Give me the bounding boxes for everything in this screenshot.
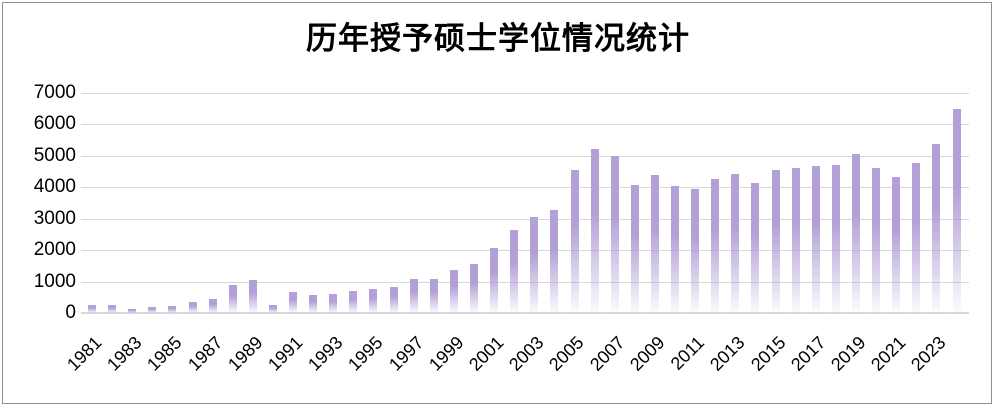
bar-1987	[208, 299, 217, 313]
bar-2015	[771, 169, 780, 313]
bar-1997	[409, 279, 418, 313]
bar-2003	[530, 217, 539, 313]
gridline-4000	[81, 187, 969, 189]
x-axis-tick-label-2003: 2003	[505, 332, 548, 375]
x-axis-tick-label-1995: 1995	[344, 332, 387, 375]
x-axis-tick-label-2015: 2015	[746, 332, 790, 375]
x-axis-tick-label-1999: 1999	[424, 332, 468, 375]
x-axis-tick-label-1993: 1993	[304, 332, 347, 375]
x-axis-tick-label-1981: 1981	[62, 332, 106, 375]
bar-1985	[168, 306, 177, 313]
bar-1986	[188, 302, 197, 313]
bar-1981	[88, 304, 96, 313]
y-axis-tick-label: 7000	[33, 82, 76, 103]
x-axis-tick-label-2009: 2009	[625, 332, 669, 375]
gridline-7000	[81, 93, 969, 94]
bar-2012	[711, 178, 720, 313]
bar-2023	[932, 143, 941, 313]
bar-2007	[610, 155, 619, 313]
x-axis-tick-label-1989: 1989	[223, 332, 267, 375]
x-axis-tick-label-1991: 1991	[264, 332, 307, 375]
x-axis-tick-label-2023: 2023	[907, 332, 950, 375]
y-axis-tick-label: 4000	[33, 176, 76, 198]
bar-2000	[469, 263, 478, 313]
x-axis-tick-label-1985: 1985	[143, 332, 186, 375]
y-axis-tick-label: 3000	[33, 207, 76, 229]
bar-1984	[148, 307, 157, 313]
gridline-6000	[81, 124, 969, 126]
bar-2022	[912, 163, 921, 313]
bar-1990	[268, 305, 277, 313]
bar-1998	[429, 279, 438, 313]
bar-1993	[329, 293, 338, 313]
bar-2004	[550, 210, 559, 313]
x-axis-tick-label-2013: 2013	[706, 332, 749, 375]
bar-1983	[128, 308, 137, 313]
gridline-3000	[81, 218, 969, 220]
bar-2017	[811, 165, 820, 313]
bar-2010	[671, 186, 680, 313]
y-axis-tick-label: 6000	[33, 113, 76, 135]
chart-title: 历年授予硕士学位情况统计	[306, 21, 690, 56]
bar-2018	[831, 164, 840, 313]
bar-1991	[289, 292, 298, 313]
bar-2009	[650, 174, 659, 313]
y-axis-tick-label: 1000	[33, 270, 76, 292]
x-axis-tick-label-2007: 2007	[585, 332, 629, 375]
bar-2024	[952, 108, 961, 313]
x-axis-tick-label-2011: 2011	[667, 332, 709, 374]
x-axis-tick-label-2021: 2021	[867, 332, 910, 375]
y-axis-tick-label: 2000	[33, 239, 76, 261]
bar-2011	[691, 188, 700, 313]
y-axis-tick-label: 0	[65, 302, 76, 323]
bar-2019	[851, 154, 860, 313]
bar-1989	[248, 279, 257, 313]
bar-2005	[570, 170, 579, 313]
x-axis-tick-label-2005: 2005	[545, 332, 588, 375]
x-axis-tick-label-1983: 1983	[103, 332, 146, 375]
bar-2008	[630, 185, 639, 313]
x-axis-tick-label-2001: 2001	[465, 332, 508, 375]
y-axis-tick-label: 5000	[33, 144, 76, 166]
bar-1994	[349, 291, 358, 313]
gridline-0	[81, 312, 969, 314]
x-axis-tick-label-2017: 2017	[786, 332, 830, 375]
gridline-2000	[81, 250, 969, 252]
gridline-5000	[81, 155, 969, 157]
bar-2002	[510, 229, 519, 313]
bar-1982	[108, 304, 117, 313]
bar-1995	[369, 289, 378, 313]
bar-1999	[449, 269, 458, 313]
x-axis-tick-label-1997: 1997	[384, 332, 428, 375]
bar-2006	[590, 148, 599, 313]
bar-1992	[309, 295, 318, 313]
gridline-1000	[81, 281, 969, 283]
bar-1996	[389, 286, 398, 313]
x-axis-tick-label-2019: 2019	[826, 332, 870, 375]
bar-2001	[490, 248, 499, 313]
bar-2020	[872, 167, 881, 313]
bar-2016	[791, 167, 800, 313]
bar-1988	[228, 285, 237, 313]
bar-2021	[892, 177, 901, 313]
x-axis-tick-label-1987: 1987	[183, 332, 227, 375]
bar-2013	[731, 174, 740, 313]
bar-2014	[751, 182, 760, 313]
